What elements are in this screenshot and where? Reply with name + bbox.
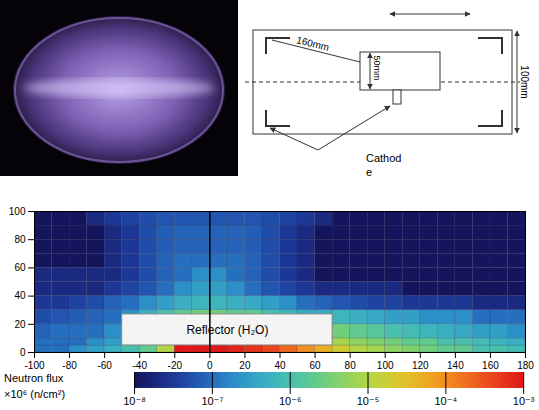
html-text:Neutron flux: Neutron flux	[4, 372, 64, 384]
svg-text:180: 180	[517, 360, 534, 370]
svg-text:10⁻⁶: 10⁻⁶	[279, 395, 302, 407]
svg-text:20: 20	[14, 319, 26, 330]
svg-text:160mm: 160mm	[295, 34, 330, 53]
svg-text:140: 140	[447, 360, 464, 370]
svg-text:-80: -80	[62, 360, 77, 370]
svg-text:-20: -20	[168, 360, 183, 370]
svg-text:120: 120	[412, 360, 429, 370]
svg-text:40: 40	[274, 360, 286, 370]
svg-text:10⁻⁷: 10⁻⁷	[201, 395, 223, 407]
svg-text:0: 0	[207, 360, 213, 370]
svg-text:100: 100	[9, 206, 26, 217]
svg-text:60: 60	[310, 360, 322, 370]
svg-text:160: 160	[482, 360, 499, 370]
svg-text:-100: -100	[24, 360, 44, 370]
svg-text:0: 0	[20, 347, 26, 358]
svg-text:-60: -60	[97, 360, 112, 370]
html-text:×10⁶ (n/cm²): ×10⁶ (n/cm²)	[4, 388, 66, 400]
svg-text:100mm: 100mm	[519, 65, 530, 98]
svg-text:60: 60	[14, 262, 26, 273]
svg-text:20: 20	[239, 360, 251, 370]
svg-text:10⁻⁸: 10⁻⁸	[123, 395, 146, 407]
svg-text:-40: -40	[132, 360, 147, 370]
svg-text:e: e	[366, 166, 372, 178]
svg-text:40: 40	[14, 290, 26, 301]
svg-text:50mm: 50mm	[372, 55, 382, 80]
svg-text:10⁻³: 10⁻³	[513, 395, 535, 407]
svg-text:80: 80	[14, 234, 26, 245]
svg-text:100: 100	[377, 360, 394, 370]
svg-text:80: 80	[345, 360, 357, 370]
svg-text:10⁻⁴: 10⁻⁴	[434, 395, 457, 407]
svg-text:10⁻⁵: 10⁻⁵	[357, 395, 380, 407]
svg-text:Reflector (H₂O): Reflector (H₂O)	[186, 323, 268, 337]
svg-text:Cathod: Cathod	[366, 152, 401, 164]
